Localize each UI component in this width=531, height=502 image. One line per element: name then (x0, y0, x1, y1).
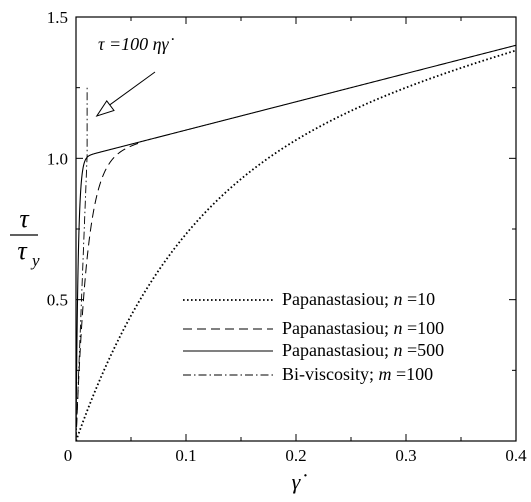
series-line-2 (76, 44, 516, 441)
legend: Papanastasiou; n =10 Papanastasiou; n =10… (183, 289, 444, 384)
legend-label-3: Bi-viscosity; m =100 (282, 364, 433, 384)
x-tick-label-2: 0.2 (285, 446, 306, 465)
axes: 0 0.1 0.2 0.3 0.4 0.5 1.0 1.5 γ̇ ττ y (10, 8, 527, 494)
annotation-text: τ =100 ηγ̇ (98, 34, 175, 54)
x-tick-label-3: 0.3 (395, 446, 416, 465)
x-axis-title: γ̇ (292, 469, 308, 494)
y-tick-label-2: 1.5 (47, 8, 68, 27)
y-axis-title-numerator: τ (19, 204, 30, 233)
legend-label-0: Papanastasiou; n =10 (282, 289, 435, 309)
y-tick-label-0: 0.5 (47, 291, 68, 310)
x-tick-label-1: 0.1 (175, 446, 196, 465)
y-axis-title-subscript: y (30, 251, 40, 270)
annotation: τ =100 ηγ̇ (95, 34, 175, 117)
series-line-3 (76, 87, 88, 441)
series-group (76, 44, 516, 441)
legend-label-2: Papanastasiou; n =500 (282, 340, 444, 360)
y-tick-label-1: 1.0 (47, 149, 68, 168)
x-tick-label-4: 0.4 (505, 446, 527, 465)
y-axis-title-denominator: τ (17, 236, 28, 265)
series-line-0 (76, 49, 516, 441)
legend-label-1: Papanastasiou; n =100 (282, 318, 444, 338)
annotation-arrowhead (95, 100, 115, 117)
annotation-arrow-line (102, 71, 156, 111)
series-line-1 (76, 141, 142, 441)
x-tick-label-0: 0 (64, 446, 73, 465)
